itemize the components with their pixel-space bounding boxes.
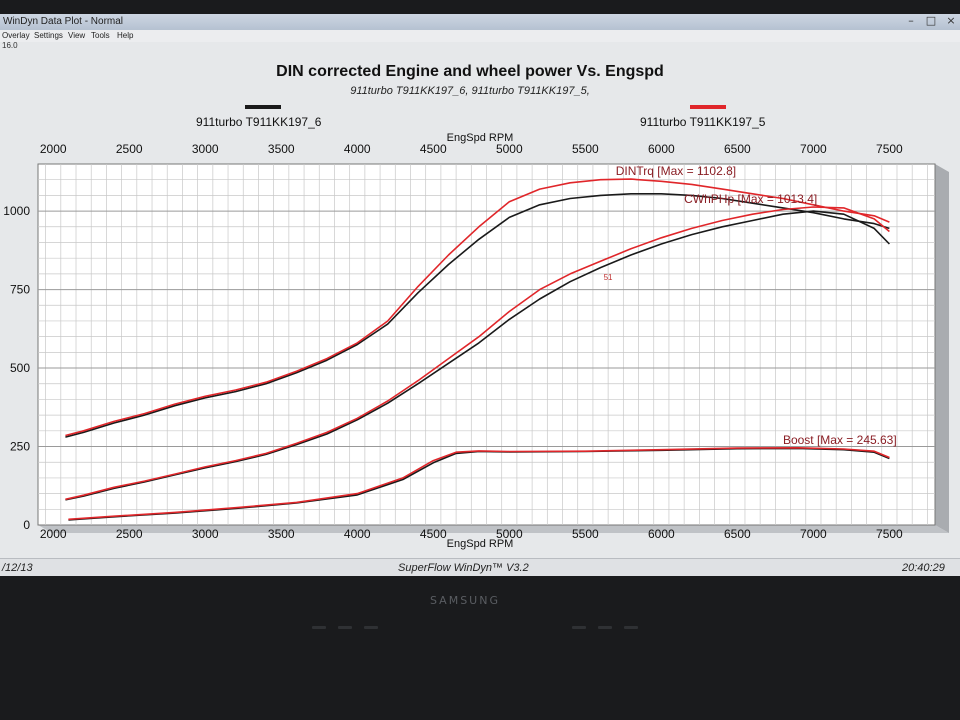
chart-annotation: 51 xyxy=(604,273,613,282)
legend-label-run2: 911turbo T911KK197_5 xyxy=(640,115,766,129)
x-tick-label-top: 7500 xyxy=(876,142,903,156)
menu-help[interactable]: Help xyxy=(117,31,134,40)
monitor-screen: WinDyn Data Plot - Normal – □ × Overlay … xyxy=(0,14,960,576)
series-dintrq-line xyxy=(65,193,890,438)
x-tick-label-top: 3500 xyxy=(268,142,295,156)
y-tick-label: 1000 xyxy=(3,204,30,218)
dyno-chart: 2000200025002500300030003500350040004000… xyxy=(3,63,949,550)
x-tick-label-top: 5500 xyxy=(572,142,599,156)
menu-overlay[interactable]: Overlay xyxy=(2,31,30,40)
x-tick-label-bottom: 7000 xyxy=(800,527,827,541)
bezel-button xyxy=(572,626,586,629)
legend-label-run1: 911turbo T911KK197_6 xyxy=(196,115,322,129)
status-date: /12/13 xyxy=(2,562,33,574)
x-tick-label-bottom: 5500 xyxy=(572,527,599,541)
y-tick-label: 250 xyxy=(10,440,30,454)
chart-annotation: CWhPHp [Max = 1013.4] xyxy=(684,192,817,206)
bezel-button xyxy=(624,626,638,629)
x-axis-top-label: EngSpd RPM xyxy=(447,132,514,144)
series-cwhphp-line xyxy=(65,210,890,501)
x-tick-label-bottom: 6500 xyxy=(724,527,751,541)
legend-swatch-run2 xyxy=(690,105,726,109)
x-tick-label-bottom: 4000 xyxy=(344,527,371,541)
chart-annotation: Boost [Max = 245.63] xyxy=(783,433,897,447)
x-tick-label-top: 2000 xyxy=(40,142,67,156)
series-cwhphp-line xyxy=(65,206,890,501)
chart-annotation: DINTrq [Max = 1102.8] xyxy=(616,164,736,178)
y-tick-label: 500 xyxy=(10,361,30,375)
chart-subtitle: 911turbo T911KK197_6, 911turbo T911KK197… xyxy=(350,85,590,97)
y-tick-label: 750 xyxy=(10,283,30,297)
x-tick-label-top: 4000 xyxy=(344,142,371,156)
bezel-button xyxy=(598,626,612,629)
monitor-brand: SAMSUNG xyxy=(430,594,500,607)
toolbar-value: 16.0 xyxy=(2,41,18,50)
x-tick-label-top: 7000 xyxy=(800,142,827,156)
menu-settings[interactable]: Settings xyxy=(34,31,63,40)
x-tick-label-top: 6500 xyxy=(724,142,751,156)
x-tick-label-top: 6000 xyxy=(648,142,675,156)
x-tick-label-bottom: 3000 xyxy=(192,527,219,541)
menu-tools[interactable]: Tools xyxy=(91,31,110,40)
x-tick-label-bottom: 7500 xyxy=(876,527,903,541)
x-tick-label-bottom: 4500 xyxy=(420,527,447,541)
close-icon[interactable]: × xyxy=(946,14,956,27)
status-app: SuperFlow WinDyn™ V3.2 xyxy=(398,562,529,574)
x-tick-label-bottom: 6000 xyxy=(648,527,675,541)
bezel-button xyxy=(312,626,326,629)
status-bar: /12/13 SuperFlow WinDyn™ V3.2 20:40:29 xyxy=(0,558,960,576)
x-axis-label: EngSpd RPM xyxy=(447,538,514,550)
menu-view[interactable]: View xyxy=(68,31,86,40)
x-tick-label-bottom: 2000 xyxy=(40,527,67,541)
x-tick-label-top: 2500 xyxy=(116,142,143,156)
maximize-icon[interactable]: □ xyxy=(925,14,937,27)
x-tick-label-bottom: 3500 xyxy=(268,527,295,541)
x-tick-label-bottom: 2500 xyxy=(116,527,143,541)
bezel-button xyxy=(364,626,378,629)
x-tick-label-top: 4500 xyxy=(420,142,447,156)
menu-bar: Overlay Settings View Tools Help xyxy=(0,30,960,42)
plot-frame-side xyxy=(935,164,949,533)
x-tick-label-top: 3000 xyxy=(192,142,219,156)
x-tick-label-bottom: 5000 xyxy=(496,527,523,541)
y-tick-label: 0 xyxy=(23,518,30,532)
app-title: WinDyn Data Plot - Normal xyxy=(3,16,124,27)
series-dintrq-line xyxy=(65,178,890,437)
chart-title: DIN corrected Engine and wheel power Vs.… xyxy=(276,63,664,80)
legend-swatch-run1 xyxy=(245,105,281,109)
bezel-button xyxy=(338,626,352,629)
x-tick-label-top: 5000 xyxy=(496,142,523,156)
status-time: 20:40:29 xyxy=(902,562,945,574)
minimize-icon[interactable]: – xyxy=(908,14,914,27)
plot-frame-bottom xyxy=(38,525,949,533)
series-boost-line xyxy=(68,446,890,521)
